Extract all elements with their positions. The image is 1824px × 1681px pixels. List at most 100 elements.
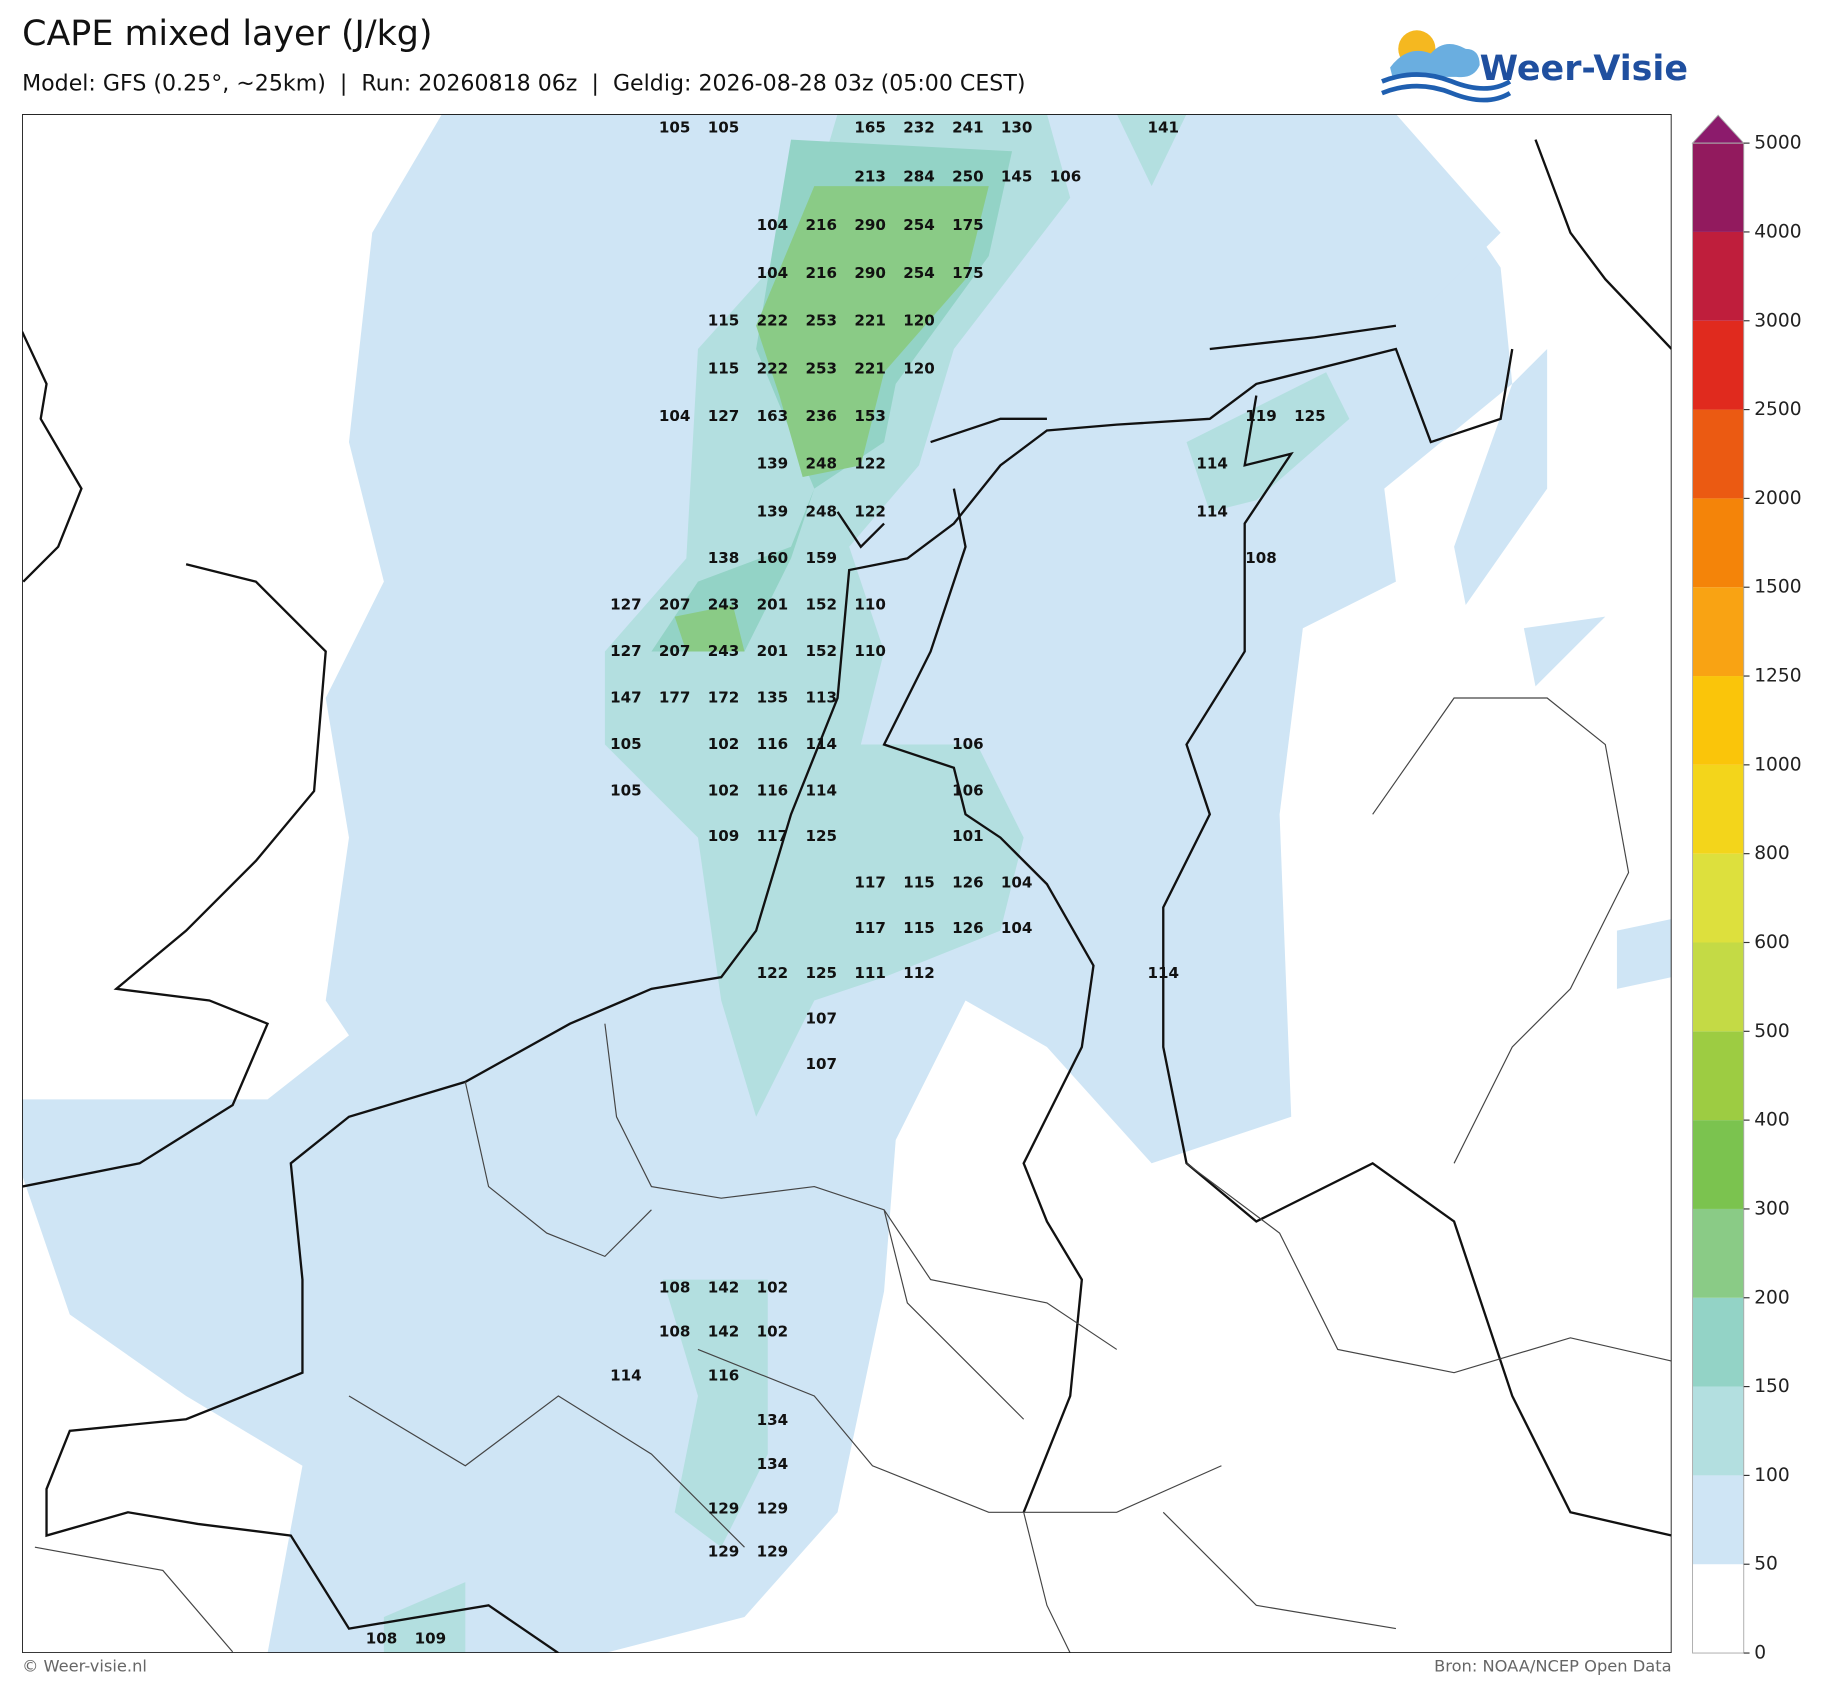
colorbar-segment <box>1692 1564 1744 1654</box>
cape-label: 108 <box>659 1278 691 1296</box>
cape-label: 116 <box>757 782 789 800</box>
cape-label: 102 <box>757 1322 789 1340</box>
cape-label: 175 <box>952 264 984 282</box>
cape-label: 152 <box>805 595 837 613</box>
cape-label: 108 <box>366 1630 398 1648</box>
cape-label: 105 <box>659 119 691 137</box>
colorbar-segment <box>1692 143 1744 232</box>
logo-icon <box>1381 30 1512 103</box>
colorbar-segment <box>1692 764 1744 854</box>
cape-label: 284 <box>903 167 935 185</box>
colorbar-tick-label: 300 <box>1754 1198 1790 1219</box>
colorbar-segment <box>1692 320 1744 410</box>
colorbar-segment <box>1692 942 1744 1032</box>
cape-label: 129 <box>757 1499 789 1517</box>
colorbar-segment <box>1692 676 1744 765</box>
cape-label: 129 <box>757 1542 789 1560</box>
colorbar-segment <box>1692 1297 1744 1387</box>
cape-label: 116 <box>708 1367 740 1385</box>
colorbar-tick-label: 2500 <box>1754 399 1801 420</box>
cape-label: 110 <box>854 595 886 613</box>
colorbar-tick-label: 500 <box>1754 1021 1790 1042</box>
colorbar-tick-label: 2000 <box>1754 488 1801 509</box>
cape-label: 101 <box>952 827 984 845</box>
colorbar-segment <box>1692 1031 1744 1121</box>
cape-label: 105 <box>708 119 740 137</box>
colorbar-tick-label: 800 <box>1754 843 1790 864</box>
cape-label: 105 <box>610 782 642 800</box>
colorbar-tick-label: 50 <box>1754 1554 1778 1575</box>
colorbar-tick-label: 4000 <box>1754 221 1801 242</box>
cape-label: 117 <box>757 827 789 845</box>
cape-label: 125 <box>1294 407 1326 425</box>
colorbar-frame <box>1692 142 1745 1654</box>
colorbar-segment <box>1692 587 1744 677</box>
cape-label: 122 <box>854 502 886 520</box>
cape-label: 216 <box>805 264 837 282</box>
cape-label: 129 <box>708 1499 740 1517</box>
cape-label: 236 <box>805 407 837 425</box>
cape-label: 117 <box>854 873 886 891</box>
cape-label: 141 <box>1147 119 1179 137</box>
logo-text: Weer-Visie <box>1480 49 1688 89</box>
cape-label: 135 <box>757 689 789 707</box>
cape-label: 105 <box>610 735 642 753</box>
cape-label: 175 <box>952 216 984 234</box>
cape-label: 110 <box>854 642 886 660</box>
cape-label: 221 <box>854 359 886 377</box>
cape-label: 127 <box>610 595 642 613</box>
cape-label: 152 <box>805 642 837 660</box>
cape-label: 165 <box>854 119 886 137</box>
cape-label: 127 <box>708 407 740 425</box>
colorbar-tick-label: 100 <box>1754 1465 1790 1486</box>
cape-label: 115 <box>903 873 935 891</box>
cape-label: 254 <box>903 264 935 282</box>
colorbar-tick-label: 1000 <box>1754 754 1801 775</box>
cape-label: 114 <box>610 1367 642 1385</box>
cape-label: 153 <box>854 407 886 425</box>
colorbar-tick-label: 200 <box>1754 1287 1790 1308</box>
cape-label: 104 <box>659 407 691 425</box>
cape-label: 108 <box>1245 549 1277 567</box>
cape-label: 122 <box>854 455 886 473</box>
cape-label: 177 <box>659 689 691 707</box>
cape-label: 122 <box>757 964 789 982</box>
cape-label: 145 <box>1001 167 1033 185</box>
cape-label: 106 <box>952 782 984 800</box>
cape-label: 221 <box>854 312 886 330</box>
cape-label: 115 <box>903 919 935 937</box>
colorbar-segment <box>1692 409 1744 499</box>
cape-label: 250 <box>952 167 984 185</box>
cape-label: 222 <box>757 359 789 377</box>
colorbar-segment <box>1692 1386 1744 1476</box>
cape-label: 126 <box>952 919 984 937</box>
colorbar-segment <box>1692 1208 1744 1298</box>
colorbar-tick-label: 3000 <box>1754 310 1801 331</box>
cape-label: 107 <box>805 1055 837 1073</box>
cape-label: 104 <box>1001 873 1033 891</box>
cape-label: 243 <box>708 642 740 660</box>
cape-label: 130 <box>1001 119 1033 137</box>
cape-label: 109 <box>708 827 740 845</box>
cape-label: 120 <box>903 312 935 330</box>
cape-label: 125 <box>805 964 837 982</box>
cape-label: 222 <box>757 312 789 330</box>
cape-label: 254 <box>903 216 935 234</box>
cape-label: 160 <box>757 549 789 567</box>
colorbar-segment <box>1692 231 1744 321</box>
cape-label: 107 <box>805 1010 837 1028</box>
colorbar-segment <box>1692 853 1744 943</box>
colorbar: 0 50 100 150 200 300 400 500 600 800 1000 1250 1500 2… <box>1691 114 1802 1664</box>
colorbar-arrow <box>1691 114 1745 144</box>
cape-label: 104 <box>1001 919 1033 937</box>
cape-label: 159 <box>805 549 837 567</box>
cape-label: 213 <box>854 167 886 185</box>
cape-label: 108 <box>659 1322 691 1340</box>
colorbar-segment <box>1692 1475 1744 1565</box>
cape-label: 106 <box>1050 167 1082 185</box>
colorbar-tick-label: 1250 <box>1754 666 1801 687</box>
cape-label: 290 <box>854 264 886 282</box>
cape-label: 163 <box>757 407 789 425</box>
cape-label: 109 <box>415 1630 447 1648</box>
